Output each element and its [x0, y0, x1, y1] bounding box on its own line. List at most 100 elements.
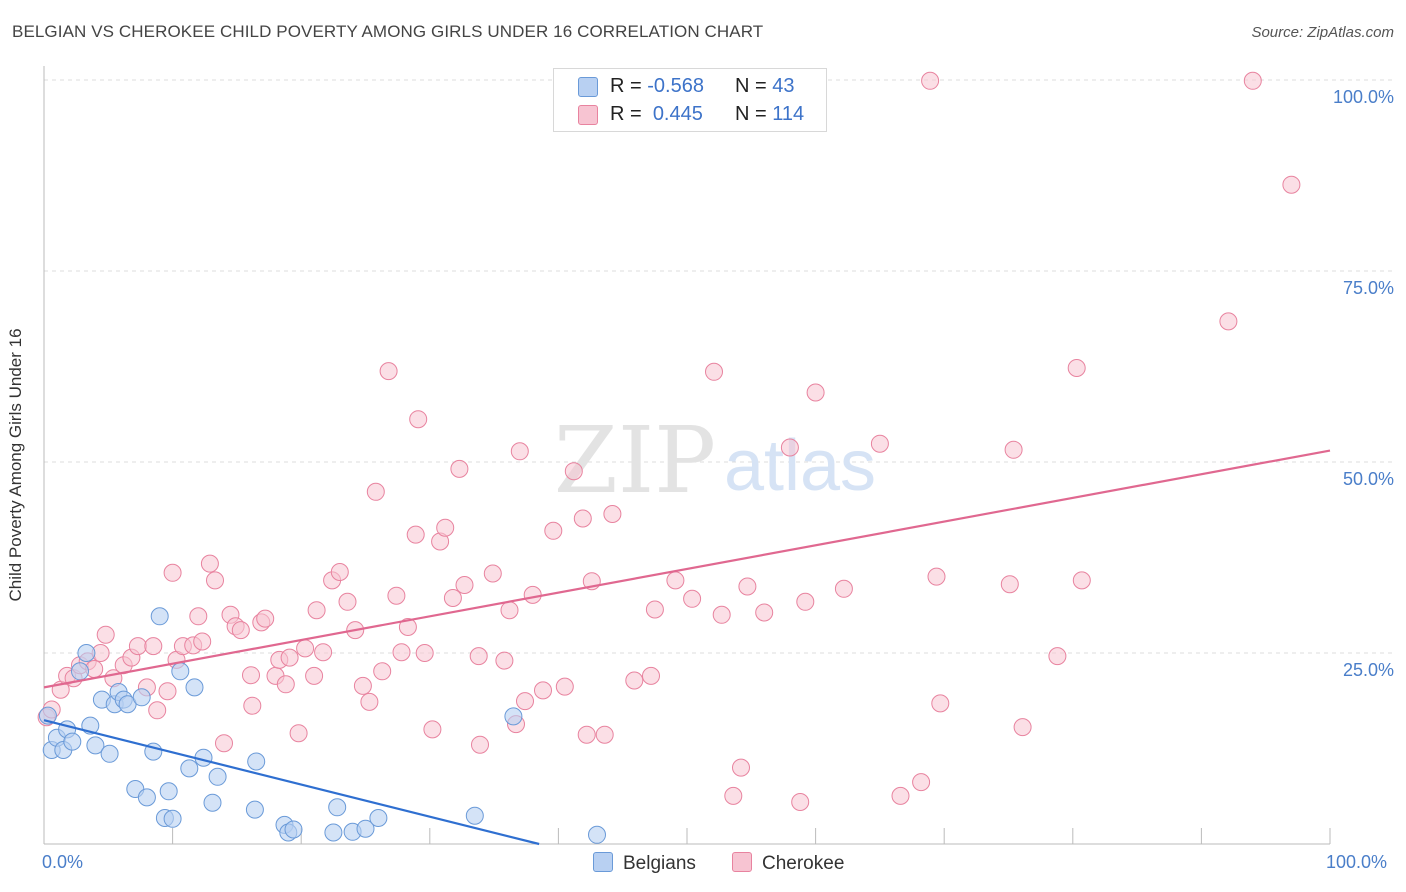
cherokee-point [834, 579, 853, 598]
belgian-point [171, 662, 190, 681]
cherokee-point [724, 786, 743, 805]
belgian-point [328, 798, 347, 817]
belgian-point [284, 820, 303, 839]
belgians-swatch [593, 852, 613, 872]
cherokee-point [206, 571, 224, 590]
chart-title: BELGIAN VS CHEROKEE CHILD POVERTY AMONG … [12, 22, 764, 41]
correlation-legend: R = -0.568 N = 43 R = 0.445 N = 114 [553, 68, 827, 132]
cherokee-point [231, 621, 250, 640]
legend-item-cherokee[interactable]: Cherokee [732, 852, 844, 875]
y-axis-label: Child Poverty Among Girls Under 16 [6, 328, 25, 602]
cherokee-point [455, 576, 474, 594]
belgian-point [159, 782, 178, 801]
cherokee-point [373, 662, 392, 681]
belgian-point [137, 788, 156, 807]
legend-label: Cherokee [762, 853, 845, 874]
belgian-point [324, 823, 343, 842]
cherokee-point [305, 666, 324, 685]
cherokee-point [338, 592, 357, 611]
x-tick-label: 100.0% [1326, 852, 1388, 872]
belgian-point [71, 662, 89, 681]
cherokee-point [1072, 571, 1091, 590]
cherokee-point [330, 563, 349, 581]
cherokee-point [927, 567, 946, 586]
belgian-point [504, 707, 523, 726]
cherokee-point [406, 525, 425, 544]
cherokee-point [921, 71, 940, 90]
watermark: ZIP atlas [554, 407, 876, 514]
y-tick-label: 100.0% [1332, 87, 1394, 107]
cherokee-point [436, 518, 455, 537]
cherokee-point [780, 438, 799, 457]
cherokee-point [931, 694, 950, 713]
cherokee-point [666, 571, 685, 590]
cherokee-point [510, 442, 529, 461]
cherokee-point [1067, 359, 1086, 377]
source-label: Source: ZipAtlas.com [1251, 24, 1394, 41]
cherokee-points [37, 71, 1301, 811]
cherokee-point [215, 734, 233, 753]
r-label: R = [610, 103, 642, 125]
cherokee-point [705, 362, 723, 381]
cherokee-point [1004, 440, 1023, 459]
belgian-point [132, 688, 151, 707]
cherokee-point [243, 696, 262, 715]
cherokee-point [603, 505, 622, 523]
belgian-point [77, 644, 96, 662]
cherokee-point [379, 362, 398, 381]
belgian-point [245, 800, 264, 819]
cherokee-point [189, 607, 208, 626]
cherokee-point [471, 735, 489, 754]
cherokee-point [806, 383, 825, 402]
cherokee-point [755, 603, 774, 622]
cherokee-point [564, 462, 583, 481]
belgian-point [86, 736, 105, 755]
cherokee-point [353, 676, 372, 695]
r-label: R = [610, 75, 642, 97]
belgian-point [203, 793, 222, 812]
cherokee-swatch [732, 852, 752, 872]
r-value: -0.568 [647, 75, 704, 97]
cherokee-point [500, 601, 519, 620]
cherokee-point [791, 793, 810, 811]
cherokee-point [1243, 71, 1262, 90]
cherokee-point [595, 725, 614, 744]
trend-lines [43, 449, 1331, 846]
cherokee-point [544, 521, 563, 540]
cherokee-point [193, 632, 212, 651]
belgian-point [100, 744, 119, 763]
cherokee-point [450, 459, 469, 478]
legend-item-belgians[interactable]: Belgians [593, 852, 696, 875]
cherokee-point [392, 643, 411, 662]
belgian-point [356, 819, 375, 838]
cherokee-point [276, 675, 295, 694]
cherokee-point [423, 720, 442, 739]
cherokee-point [128, 637, 147, 656]
cherokee-point [307, 601, 326, 620]
cherokee-point [712, 605, 731, 624]
cherokee-point [1013, 718, 1032, 737]
cherokee-point [163, 563, 182, 582]
cherokee-point [366, 482, 385, 501]
cherokee-point [523, 585, 542, 604]
cherokee-point [1048, 647, 1067, 666]
belgian-point [180, 759, 199, 778]
cherokee-point [577, 725, 596, 744]
r-value: 0.445 [652, 103, 703, 125]
cherokee-point [242, 666, 260, 685]
cherokee-point [891, 786, 910, 805]
belgian-point [163, 809, 182, 828]
cherokee-point [732, 758, 750, 777]
belgians-swatch [578, 77, 598, 97]
watermark-atlas: atlas [724, 426, 876, 506]
cherokee-point [96, 625, 115, 644]
cherokee-point [516, 692, 534, 711]
belgian-point [38, 706, 57, 725]
y-tick-label: 25.0% [1342, 660, 1394, 680]
cherokee-point [360, 692, 379, 711]
cherokee-point [495, 651, 514, 670]
belgian-trend-line [43, 719, 540, 846]
n-value: 43 [772, 75, 795, 97]
n-label: N = [735, 75, 767, 97]
